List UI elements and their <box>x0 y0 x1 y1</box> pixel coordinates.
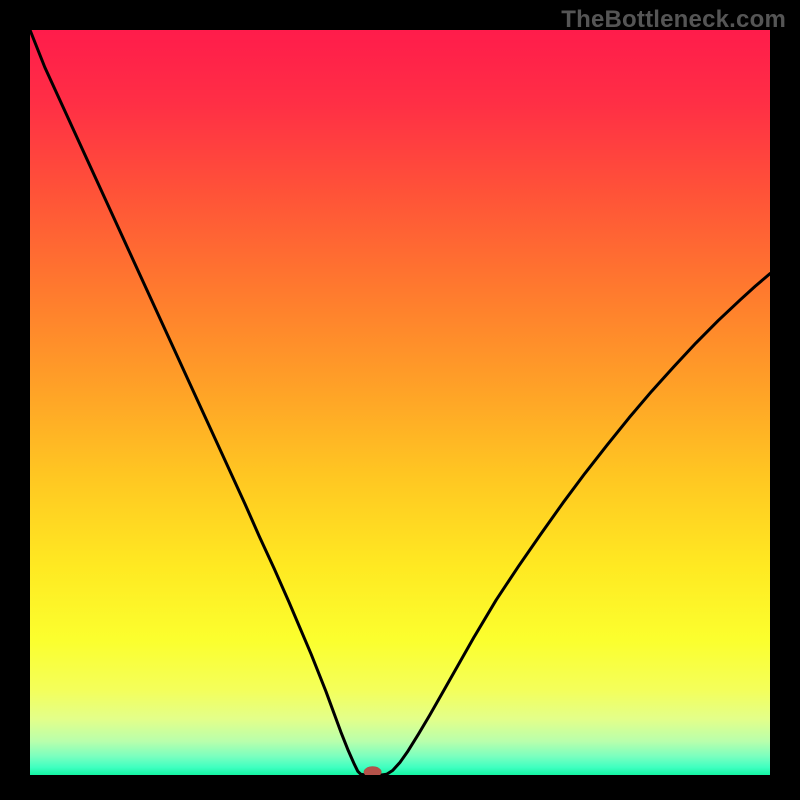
chart-frame: TheBottleneck.com <box>0 0 800 800</box>
chart-background <box>30 30 770 775</box>
plot-area <box>30 30 770 775</box>
bottleneck-chart <box>30 30 770 775</box>
